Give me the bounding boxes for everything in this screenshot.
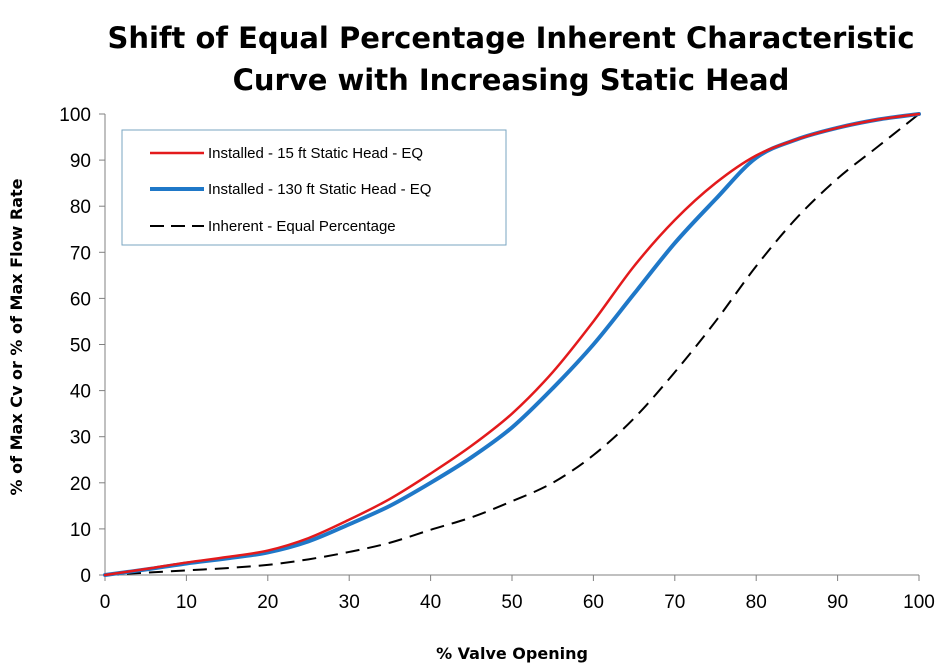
- y-tick-label: 40: [70, 382, 91, 403]
- y-axis-title: % of Max Cv or % of Max Flow Rate: [7, 178, 26, 495]
- chart-title-line-1: Shift of Equal Percentage Inherent Chara…: [107, 21, 914, 55]
- x-axis-ticks: 0 10 20 30 40 50 60 70 80 90 100: [100, 575, 935, 613]
- x-tick-label: 50: [501, 592, 522, 613]
- x-tick-label: 100: [903, 592, 935, 613]
- x-tick-label: 0: [100, 592, 111, 613]
- y-tick-label: 90: [70, 151, 91, 172]
- legend-label-inherent: Inherent - Equal Percentage: [208, 218, 396, 235]
- series-line-inherent: [104, 113, 920, 576]
- y-tick-label: 30: [70, 428, 91, 449]
- x-tick-label: 20: [257, 592, 278, 613]
- y-tick-label: 100: [59, 105, 91, 126]
- x-tick-label: 80: [746, 592, 767, 613]
- chart-title-line-2: Curve with Increasing Static Head: [233, 63, 790, 97]
- y-tick-label: 50: [70, 336, 91, 357]
- series-line-15ft: [103, 112, 921, 577]
- x-axis-title: % Valve Opening: [436, 644, 588, 663]
- x-tick-label: 70: [664, 592, 685, 613]
- x-tick-label: 60: [583, 592, 604, 613]
- x-tick-label: 10: [176, 592, 197, 613]
- legend: Installed - 15 ft Static Head - EQ Insta…: [121, 129, 507, 246]
- x-tick-label: 40: [420, 592, 441, 613]
- legend-label-130ft: Installed - 130 ft Static Head - EQ: [208, 181, 431, 198]
- y-tick-label: 0: [80, 566, 91, 587]
- y-tick-label: 60: [70, 289, 91, 310]
- legend-label-15ft: Installed - 15 ft Static Head - EQ: [208, 145, 423, 162]
- y-tick-label: 80: [70, 197, 91, 218]
- plot-series: [103, 112, 921, 577]
- y-tick-label: 20: [70, 474, 91, 495]
- y-tick-label: 10: [70, 520, 91, 541]
- y-axis-ticks: 0 10 20 30 40 50 60 70 80 90 100: [59, 105, 105, 587]
- x-tick-label: 90: [827, 592, 848, 613]
- x-tick-label: 30: [339, 592, 360, 613]
- y-tick-label: 70: [70, 243, 91, 264]
